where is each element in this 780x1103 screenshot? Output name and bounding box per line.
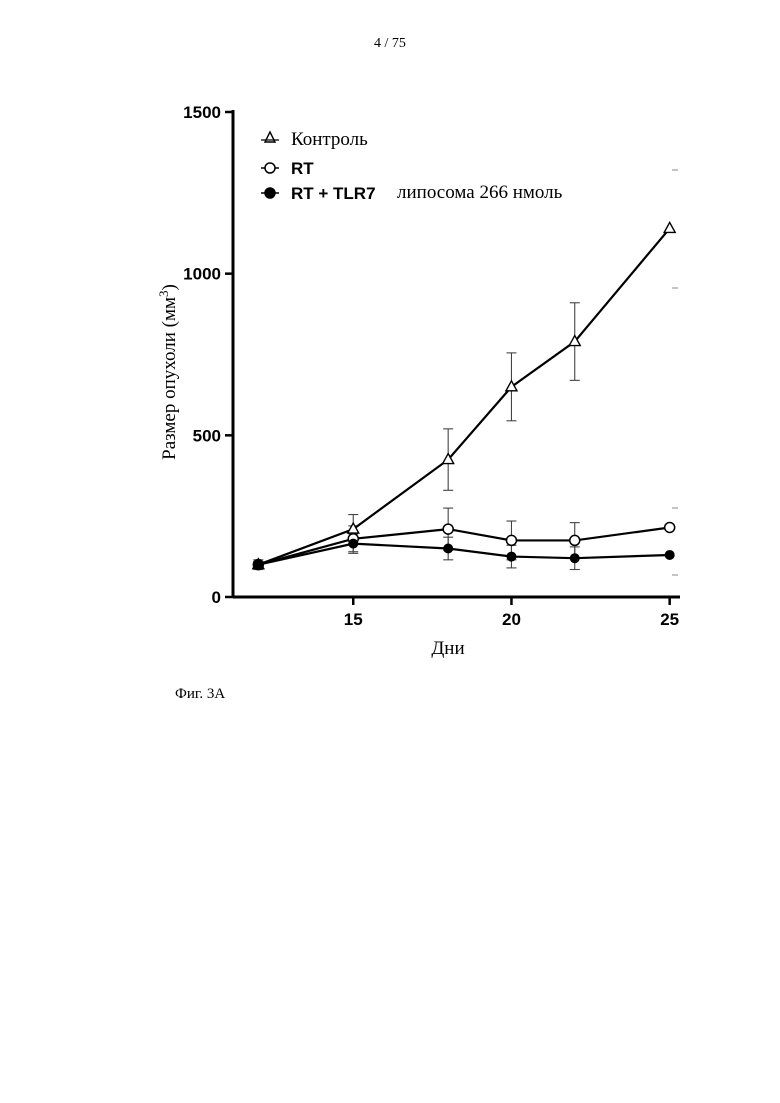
legend-marker-filled-circle xyxy=(265,188,275,198)
legend-label-rt: RT xyxy=(291,159,314,178)
data-point xyxy=(506,535,516,545)
data-point xyxy=(444,544,453,553)
data-point xyxy=(665,550,674,559)
series-line-1 xyxy=(258,527,669,564)
legend-item-control: Контроль xyxy=(261,129,368,150)
figure-caption: Фиг. 3A xyxy=(175,686,225,703)
x-tick-label: 15 xyxy=(344,610,363,629)
data-point xyxy=(254,560,263,569)
tumor-size-chart: 0 500 1000 1500 15 20 25 Дни Размер опухоли (м… xyxy=(0,0,780,700)
legend-label-rt-tlr7-suffix: липосома 266 нмоль xyxy=(397,182,563,203)
error-bars-group xyxy=(253,303,579,570)
legend-item-rt-tlr7: RT + TLR7 липосома 266 нмоль xyxy=(261,182,563,203)
data-point xyxy=(443,524,453,534)
data-point xyxy=(665,522,675,532)
legend-label-control: Контроль xyxy=(291,129,368,150)
series-lines-group xyxy=(258,228,669,564)
legend: Контроль RT RT + TLR7 липосома 266 нмоль xyxy=(261,129,563,203)
data-point xyxy=(570,535,580,545)
legend-marker-open-circle xyxy=(265,163,275,173)
data-point xyxy=(349,539,358,548)
y-tick-label: 1000 xyxy=(183,265,221,284)
y-tick-label: 1500 xyxy=(183,103,221,122)
data-point xyxy=(664,222,675,232)
data-point xyxy=(570,554,579,563)
y-axis-title: Размер опухоли (мм3) xyxy=(156,284,180,460)
series-points-group xyxy=(253,222,675,569)
legend-label-rt-tlr7: RT + TLR7 xyxy=(291,184,376,203)
x-tick-label: 25 xyxy=(660,610,679,629)
y-tick-label: 0 xyxy=(212,588,221,607)
x-tick-label: 20 xyxy=(502,610,521,629)
data-point xyxy=(506,381,517,391)
data-point xyxy=(348,523,359,533)
x-axis-title: Дни xyxy=(431,638,464,659)
legend-item-rt: RT xyxy=(261,159,314,178)
data-point xyxy=(507,552,516,561)
y-tick-label: 500 xyxy=(193,426,221,445)
series-line-0 xyxy=(258,228,669,564)
